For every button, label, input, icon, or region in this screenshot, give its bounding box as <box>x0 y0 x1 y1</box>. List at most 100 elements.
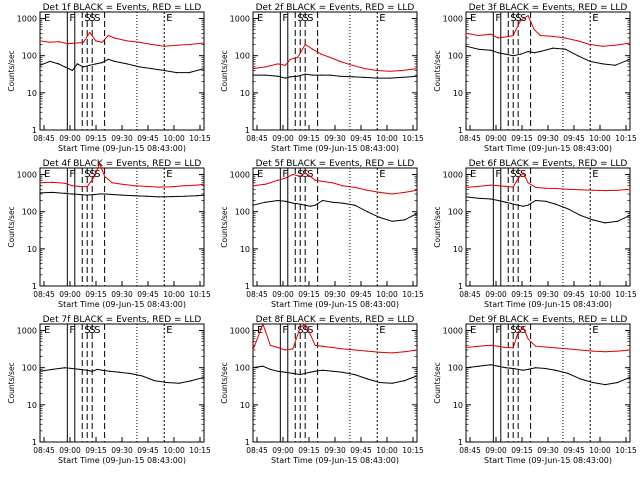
marker-label-s: S <box>302 325 308 336</box>
data-point-events <box>404 219 406 221</box>
y-tick-label: 1000 <box>17 171 37 180</box>
marker-label-s: S <box>302 13 308 24</box>
data-point-events <box>592 219 594 221</box>
marker-label-f: F <box>282 169 288 180</box>
y-axis-label: Counts/sec <box>220 206 229 247</box>
data-point-events <box>477 48 479 50</box>
data-point-events <box>284 200 286 202</box>
data-point-lld <box>188 43 190 46</box>
marker-label-f: F <box>69 169 75 180</box>
x-tick-label: 09:45 <box>563 290 585 299</box>
data-point-events <box>252 204 254 206</box>
marker-label-e: E <box>470 169 476 180</box>
x-tick-label: 09:00 <box>485 290 507 299</box>
x-tick-label: 10:00 <box>376 134 398 143</box>
data-point-events <box>329 74 331 76</box>
data-point-lld <box>404 351 406 353</box>
data-point-lld <box>602 45 604 47</box>
data-point-events <box>297 75 299 77</box>
data-point-lld <box>522 172 524 174</box>
data-point-lld <box>376 69 378 72</box>
data-point-events <box>146 195 148 197</box>
data-point-lld <box>39 182 41 184</box>
series-lld <box>39 31 205 47</box>
x-tick-label: 09:45 <box>137 134 159 143</box>
data-point-events <box>567 208 569 210</box>
data-point-lld <box>89 31 91 34</box>
x-tick-label: 09:15 <box>298 446 320 455</box>
data-point-events <box>51 191 54 193</box>
data-point-lld <box>107 34 109 37</box>
data-point-events <box>188 72 190 74</box>
data-point-lld <box>183 185 185 187</box>
data-point-events <box>465 367 467 369</box>
data-point-lld <box>314 179 316 181</box>
plot-frame <box>465 11 631 131</box>
data-point-events <box>262 365 264 367</box>
series-events <box>465 196 631 224</box>
data-point-events <box>309 205 311 207</box>
data-point-lld <box>304 172 306 174</box>
marker-label-s: S <box>297 169 303 180</box>
data-point-lld <box>252 185 254 187</box>
data-point-lld <box>389 70 391 72</box>
y-tick-label: 10 <box>453 245 463 254</box>
data-point-events <box>39 192 41 194</box>
y-axis-label: Counts/sec <box>433 206 442 247</box>
x-axis-label: Start Time (09-Jun-15 08:43:00) <box>271 456 399 465</box>
data-point-events <box>629 214 631 216</box>
x-tick-label: 08:45 <box>246 290 268 299</box>
y-tick-label: 100 <box>448 364 463 373</box>
x-tick-label: 09:00 <box>272 290 294 299</box>
data-point-lld <box>554 347 557 349</box>
data-point-lld <box>520 19 522 21</box>
y-tick-label: 10 <box>27 89 37 98</box>
data-point-events <box>533 52 535 54</box>
x-tick-label: 10:00 <box>589 290 611 299</box>
data-point-events <box>151 68 153 70</box>
y-tick-label: 100 <box>448 208 463 217</box>
data-point-lld <box>614 44 616 46</box>
y-tick-label: 1 <box>245 282 250 291</box>
data-point-events <box>252 74 254 76</box>
data-point-events <box>379 381 381 384</box>
data-point-lld <box>617 189 619 191</box>
marker-label-s: S <box>94 13 100 24</box>
data-point-lld <box>351 64 353 66</box>
series-lld <box>39 162 205 188</box>
marker-label-e: E <box>592 13 598 24</box>
data-point-lld <box>404 191 406 193</box>
data-point-lld <box>477 34 479 37</box>
data-point-lld <box>329 56 331 59</box>
data-point-lld <box>339 60 341 63</box>
x-tick-label: 09:30 <box>324 290 346 299</box>
x-tick-label: 10:15 <box>615 290 637 299</box>
data-point-lld <box>39 40 41 42</box>
data-point-lld <box>629 349 631 351</box>
data-point-events <box>121 194 123 196</box>
data-point-events <box>577 55 579 57</box>
x-tick-label: 09:15 <box>85 134 107 143</box>
data-point-events <box>527 368 529 370</box>
data-point-events <box>89 64 91 66</box>
data-point-lld <box>617 350 619 352</box>
data-point-lld <box>629 188 631 190</box>
data-point-lld <box>533 29 535 31</box>
x-tick-label: 08:45 <box>459 446 481 455</box>
data-point-lld <box>477 345 479 347</box>
data-point-events <box>544 367 547 370</box>
x-tick-label: 08:45 <box>33 446 55 455</box>
data-point-lld <box>126 40 128 42</box>
y-axis-label: Counts/sec <box>433 362 442 403</box>
data-point-events <box>191 380 193 382</box>
data-point-events <box>101 369 103 371</box>
x-tick-label: 10:15 <box>189 290 211 299</box>
data-point-events <box>101 62 103 64</box>
data-point-lld <box>99 162 101 164</box>
data-point-events <box>314 204 316 206</box>
data-point-lld <box>544 187 547 189</box>
data-point-lld <box>505 36 507 38</box>
data-point-events <box>109 370 111 372</box>
marker-label-e: E <box>44 325 50 336</box>
x-tick-label: 09:30 <box>537 446 559 455</box>
